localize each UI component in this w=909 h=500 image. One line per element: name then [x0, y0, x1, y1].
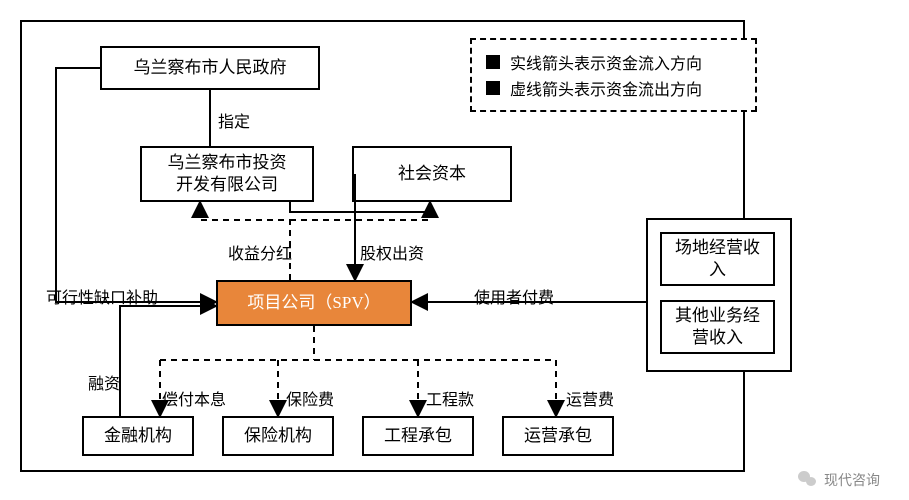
node-government: 乌兰察布市人民政府	[100, 46, 320, 90]
watermark: 现代咨询	[798, 470, 880, 490]
node-label: 项目公司（SPV）	[247, 292, 380, 314]
edge-label-user-fee: 使用者付费	[474, 284, 554, 308]
watermark-text: 现代咨询	[824, 470, 880, 490]
node-label: 保险机构	[244, 425, 312, 447]
node-label: 其他业务经营收入	[675, 305, 760, 349]
node-investment-co: 乌兰察布市投资开发有限公司	[140, 146, 314, 202]
legend-text-solid: 实线箭头表示资金流入方向	[510, 50, 702, 74]
edge-label-subsidy: 可行性缺口补助	[46, 284, 158, 308]
wechat-icon	[798, 471, 818, 489]
node-label: 工程承包	[384, 425, 452, 447]
legend-text-dashed: 虚线箭头表示资金流出方向	[510, 76, 702, 100]
node-venue-revenue: 场地经营收入	[660, 232, 775, 286]
edge-label-designate: 指定	[218, 108, 250, 132]
node-construction-contract: 工程承包	[362, 416, 474, 456]
edge-label-equity: 股权出资	[360, 240, 424, 264]
node-spv: 项目公司（SPV）	[216, 280, 412, 326]
node-label: 乌兰察布市投资开发有限公司	[168, 152, 287, 196]
edge-label-financing: 融资	[88, 370, 120, 394]
legend-item-dashed: 虚线箭头表示资金流出方向	[486, 76, 741, 100]
node-label: 乌兰察布市人民政府	[134, 57, 287, 79]
node-financial-institution: 金融机构	[82, 416, 194, 456]
node-label: 场地经营收入	[675, 237, 760, 281]
square-icon	[486, 55, 500, 69]
edge-label-repayment: 偿付本息	[162, 386, 226, 410]
legend-box: 实线箭头表示资金流入方向 虚线箭头表示资金流出方向	[470, 38, 757, 112]
node-operation-contract: 运营承包	[502, 416, 614, 456]
node-other-revenue: 其他业务经营收入	[660, 300, 775, 354]
edge-label-dividend: 收益分红	[228, 240, 292, 264]
node-label: 社会资本	[398, 163, 466, 185]
edge-label-insurance-fee: 保险费	[286, 386, 334, 410]
node-insurance-institution: 保险机构	[222, 416, 334, 456]
edge-label-operation-fee: 运营费	[566, 386, 614, 410]
legend-item-solid: 实线箭头表示资金流入方向	[486, 50, 741, 74]
node-label: 金融机构	[104, 425, 172, 447]
edge-label-construction-fee: 工程款	[426, 386, 474, 410]
node-social-capital: 社会资本	[352, 146, 512, 202]
square-icon	[486, 81, 500, 95]
node-label: 运营承包	[524, 425, 592, 447]
